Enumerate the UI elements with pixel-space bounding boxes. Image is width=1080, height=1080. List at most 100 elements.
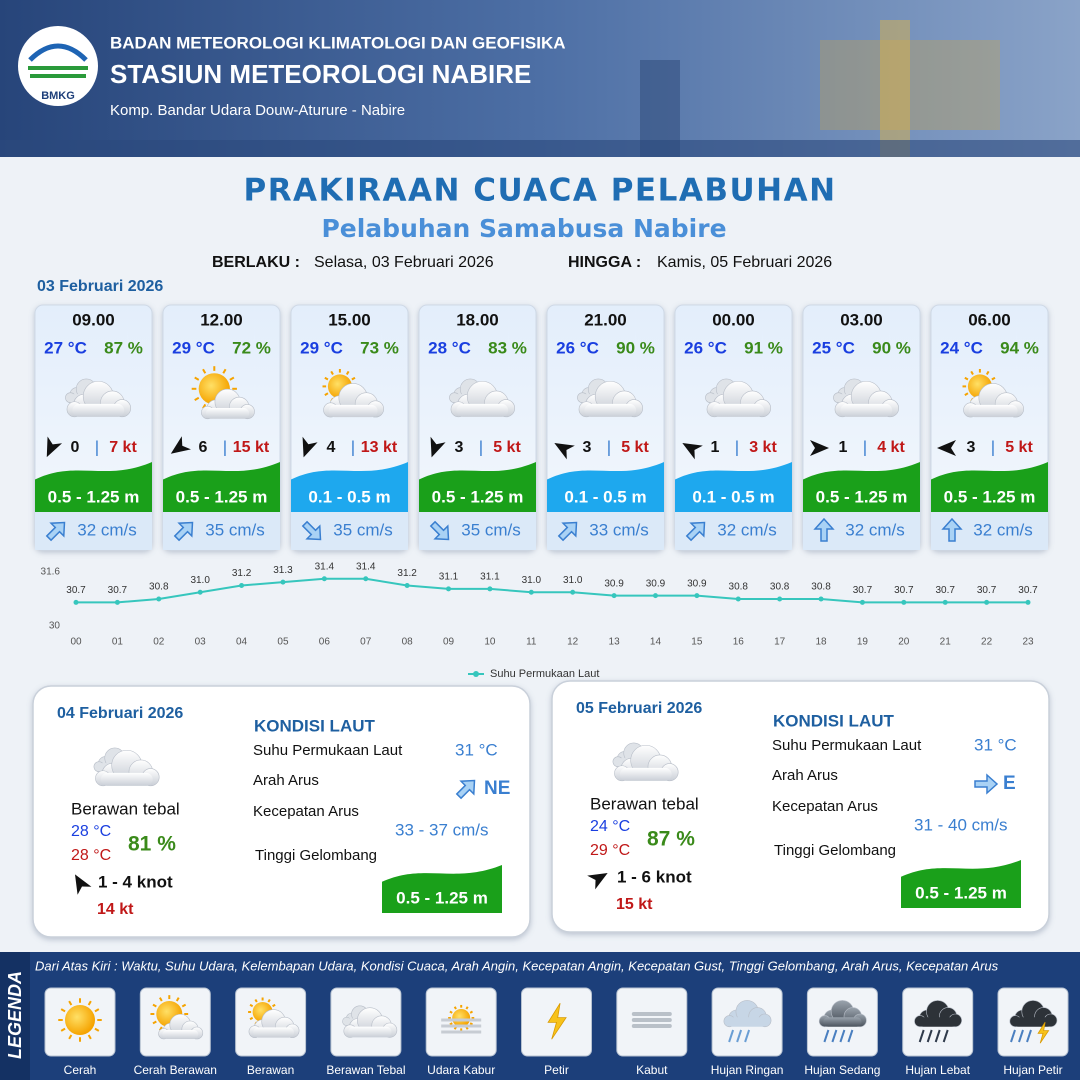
current-direction: [941, 517, 963, 542]
time: 18.00: [456, 310, 499, 329]
temp-max: 28 °C: [71, 847, 111, 864]
time: 00.00: [712, 310, 755, 329]
weather-icon: [914, 1000, 962, 1043]
sst-point: [156, 596, 162, 602]
value-label: 31.2: [397, 568, 417, 579]
sun-ray: [222, 368, 227, 374]
x-tick-label: 11: [526, 637, 537, 648]
sun-ray: [60, 1027, 66, 1032]
sun-ray: [152, 1020, 157, 1025]
sun-ray: [152, 1003, 157, 1008]
logo-text: BMKG: [41, 90, 75, 102]
agency: BADAN METEOROLOGI KLIMATOLOGI DAN GEOFIS…: [110, 33, 566, 52]
value-label: 30.9: [604, 578, 624, 589]
legend-item: Kabut: [636, 1063, 668, 1077]
x-tick-label: 01: [112, 637, 124, 648]
value-label: 30.7: [108, 585, 128, 596]
air-temperature: 28 °C: [428, 338, 471, 357]
sst-point: [321, 576, 327, 582]
current-dir: E: [1003, 773, 1016, 794]
day-date: 04 Februari 2026: [57, 705, 183, 722]
legend-item: Petir: [544, 1063, 569, 1077]
x-tick-label: 17: [774, 637, 786, 648]
weather-icon: [818, 1000, 867, 1043]
rain-drop: [918, 1029, 925, 1043]
wind-speed: 3: [455, 439, 464, 456]
weather-icon: [1009, 1000, 1058, 1044]
cloud-part: [840, 403, 893, 417]
sst-point: [735, 596, 741, 602]
x-tick-label: 08: [402, 637, 414, 648]
x-tick-label: 20: [898, 637, 910, 648]
sst-point: [777, 596, 783, 602]
sst-point: [280, 579, 286, 585]
rain-drop: [934, 1029, 941, 1043]
air-temperature: 24 °C: [940, 338, 983, 357]
x-tick-label: 13: [609, 637, 621, 648]
rain-drop: [831, 1029, 838, 1043]
sst: 31 °C: [455, 740, 498, 759]
current-speed-label: Kecepatan Arus: [253, 803, 359, 820]
cloud-part: [328, 404, 378, 418]
current-arrow: [455, 779, 476, 800]
current-speed: 32 cm/s: [77, 520, 137, 539]
air-temperature: 29 °C: [300, 338, 343, 357]
sun-ray: [449, 1022, 453, 1026]
sun-ray: [159, 997, 163, 1002]
wave-area: [382, 865, 502, 913]
sun-ray: [970, 370, 974, 375]
sun-ray: [469, 1022, 474, 1026]
rain-drop: [839, 1029, 846, 1043]
sun-ray: [181, 1003, 187, 1008]
wave-height: 0.5 - 1.25 m: [816, 487, 908, 506]
logo-mark: [28, 43, 88, 62]
rain-drop: [1018, 1029, 1024, 1043]
current-speed: 32 cm/s: [845, 520, 905, 539]
legend-title: LEGENDA: [5, 971, 25, 1059]
day-date: 05 Februari 2026: [576, 700, 702, 717]
x-tick-label: 06: [319, 637, 331, 648]
weather-icon: [705, 378, 771, 418]
sst-point: [942, 599, 948, 605]
x-tick-label: 10: [484, 637, 496, 648]
sun-ray: [330, 370, 334, 375]
x-tick-label: 22: [981, 637, 993, 648]
current-speed: 32 cm/s: [973, 520, 1033, 539]
wind-direction: [430, 436, 446, 458]
sst-point: [859, 599, 865, 605]
wind-direction: [682, 443, 703, 460]
sun: [65, 1005, 95, 1035]
wave-area: [291, 462, 408, 512]
cloud-part: [712, 403, 765, 417]
current-arrow: [974, 773, 999, 795]
weather: Berawan tebal: [71, 799, 180, 818]
rain-drop: [847, 1029, 854, 1043]
wind-direction: [587, 873, 608, 890]
sun-ray: [68, 1034, 73, 1040]
air-temperature: 25 °C: [812, 338, 855, 357]
wave-area: [901, 860, 1021, 908]
value-label: 31.3: [273, 565, 293, 576]
current-speed: 31 - 40 cm/s: [914, 815, 1008, 834]
wave-height: 0.1 - 0.5 m: [692, 487, 774, 506]
sun-ray: [351, 376, 356, 381]
current-direction: [45, 521, 66, 542]
rain-drop: [736, 1029, 743, 1043]
wind-speed: 1 - 4 knot: [98, 872, 173, 891]
rain-drop: [1026, 1029, 1032, 1043]
wave-area: [675, 462, 792, 512]
value-label: 30.7: [894, 585, 914, 596]
x-tick-label: 12: [567, 637, 579, 648]
time: 15.00: [328, 310, 371, 329]
header-deco: [880, 20, 910, 157]
separator: |: [479, 437, 483, 456]
x-tick-label: 16: [733, 637, 745, 648]
wave-label: Tinggi Gelombang: [255, 847, 377, 864]
cloud-part: [253, 1027, 294, 1038]
sun-ray: [254, 998, 258, 1003]
valid-to-label: HINGGA :: [568, 254, 641, 271]
gust-speed: 4 kt: [877, 439, 905, 456]
humidity: 90 %: [616, 338, 655, 357]
